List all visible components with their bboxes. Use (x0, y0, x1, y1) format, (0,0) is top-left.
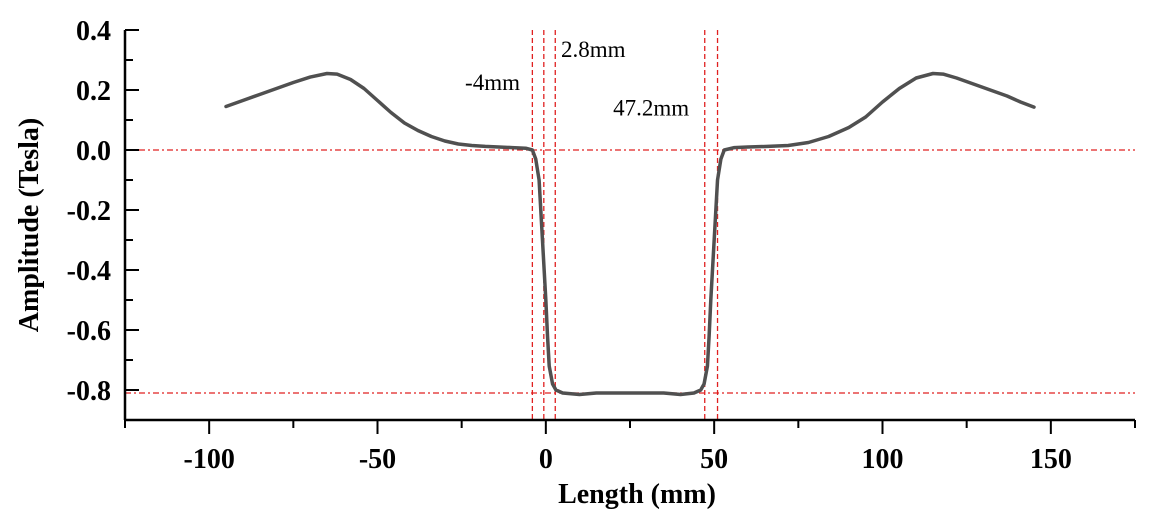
y-tick-label: 0.4 (76, 16, 111, 47)
y-tick-label: 0.0 (76, 136, 111, 167)
y-tick-label: -0.2 (67, 196, 111, 227)
x-tick-label: -100 (184, 444, 235, 475)
annotations-group: -4mm 2.8mm 47.2mm (465, 37, 689, 121)
annotation-label: -4mm (465, 70, 520, 95)
y-axis-title: Amplitude (Tesla) (14, 118, 45, 332)
x-tick-label: 150 (1030, 444, 1072, 475)
x-axis: -100 -50 0 50 100 150 (124, 420, 1136, 475)
x-tick-label: 0 (539, 444, 553, 475)
data-series-group (224, 71, 1036, 397)
annotation-label: 2.8mm (561, 37, 626, 62)
annotation-label: 47.2mm (613, 96, 689, 121)
y-tick-label: 0.2 (76, 76, 111, 107)
reference-lines-group (125, 30, 1135, 420)
x-axis-title: Length (mm) (558, 479, 716, 510)
x-tick-label: 100 (862, 444, 904, 475)
y-tick-label: -0.8 (67, 376, 111, 407)
x-tick-label: -50 (359, 444, 396, 475)
y-axis: 0.4 0.2 0.0 -0.2 -0.4 -0.6 -0.8 (67, 16, 139, 421)
y-tick-label: -0.6 (67, 316, 111, 347)
series-line-amplitude (224, 71, 1036, 397)
x-tick-label: 50 (700, 444, 728, 475)
y-tick-label: -0.4 (67, 256, 111, 287)
